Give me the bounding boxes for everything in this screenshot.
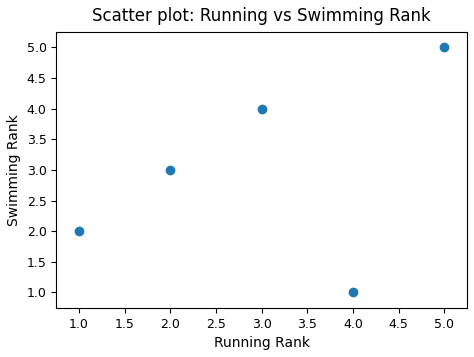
Point [349,290,357,295]
Y-axis label: Swimming Rank: Swimming Rank [7,114,21,226]
Point [166,167,174,173]
Point [440,45,448,50]
X-axis label: Running Rank: Running Rank [214,336,310,350]
Title: Scatter plot: Running vs Swimming Rank: Scatter plot: Running vs Swimming Rank [92,7,431,25]
Point [75,228,83,234]
Point [258,106,265,111]
